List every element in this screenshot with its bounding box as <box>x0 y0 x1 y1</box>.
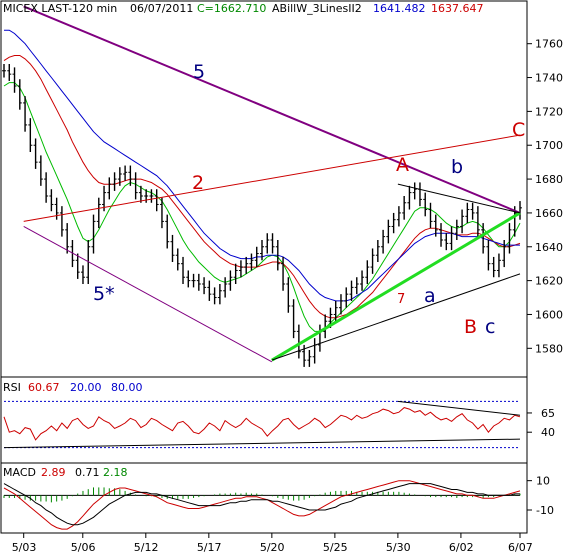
label-2: 2 <box>192 172 204 194</box>
macd-axis: 10 -10 <box>527 475 554 517</box>
header-date: 06/07/2011 <box>130 2 193 15</box>
rsi-resistance-trendline <box>397 400 521 416</box>
price-bars <box>2 64 522 367</box>
macd-line <box>3 480 521 530</box>
label-7: 7 <box>397 292 405 307</box>
label-C: C <box>512 119 525 141</box>
x-tick-label: 5/12 <box>134 541 159 554</box>
price-tick-label: 1680 <box>535 173 563 186</box>
rsi-value: 60.67 <box>28 381 60 394</box>
x-tick-label: 6/02 <box>449 541 474 554</box>
label-b: b <box>451 156 463 178</box>
x-tick-label: 5/06 <box>71 541 96 554</box>
price-tick-label: 1640 <box>535 241 563 254</box>
line-5 <box>23 5 521 214</box>
macd-tick-label: 10 <box>536 475 550 488</box>
header-symbol: MICEX LAST-120 min <box>3 2 117 15</box>
macd-label: MACD <box>3 466 36 479</box>
rsi-support-trendline <box>3 438 521 449</box>
line-2 <box>23 134 521 222</box>
label-B: B <box>464 316 477 338</box>
ma-green-line <box>3 82 521 332</box>
x-tick-label: 5/20 <box>260 541 285 554</box>
price-tick-label: 1660 <box>535 207 563 220</box>
price-tick-label: 1600 <box>535 308 563 321</box>
price-tick-label: 1720 <box>535 105 563 118</box>
rsi-line <box>3 407 521 441</box>
header-line1: 1641.482 <box>373 2 426 15</box>
x-tick-label: 5/17 <box>197 541 222 554</box>
line-black-lower <box>271 273 521 361</box>
rsi-label: RSI <box>3 381 21 394</box>
rsi-plot <box>3 400 521 449</box>
line-5-star <box>23 226 273 363</box>
x-tick-label: 5/30 <box>386 541 411 554</box>
rsi-high: 80.00 <box>111 381 143 394</box>
label-5-star: 5* <box>93 283 115 305</box>
label-a: a <box>424 285 436 307</box>
header-close: C=1662.710 <box>197 2 266 15</box>
rsi-tick-label: 65 <box>541 407 555 420</box>
macd-plot <box>3 480 521 530</box>
trendlines <box>23 5 521 363</box>
macd-signal-line <box>3 483 520 526</box>
price-axis: 1580 1600 1620 1640 1660 1680 1700 1720 1740 1760 <box>527 38 563 355</box>
price-tick-label: 1740 <box>535 72 563 85</box>
macd-v2: 0.71 <box>75 466 100 479</box>
price-tick-label: 1620 <box>535 275 563 288</box>
macd-v3: 2.18 <box>103 466 128 479</box>
ma-red-line <box>3 55 521 319</box>
rsi-tick-label: 40 <box>541 426 555 439</box>
line-black-upper <box>397 183 521 214</box>
x-tick-label: 5/03 <box>12 541 37 554</box>
macd-tick-label: -10 <box>536 504 554 517</box>
macd-v1: 2.89 <box>41 466 66 479</box>
price-panel-frame <box>0 0 528 378</box>
price-tick-label: 1700 <box>535 139 563 152</box>
label-5-top: 5 <box>193 61 205 83</box>
macd-panel-frame <box>0 462 528 534</box>
price-tick-label: 1580 <box>535 342 563 355</box>
line-green <box>271 211 521 362</box>
x-tick-label: 6/07 <box>508 541 533 554</box>
rsi-low: 20.00 <box>70 381 102 394</box>
x-axis: 5/03 5/06 5/12 5/17 5/20 5/25 5/30 6/02 6/07 <box>12 533 533 554</box>
x-tick-label: 5/25 <box>323 541 348 554</box>
price-tick-label: 1760 <box>535 38 563 51</box>
label-c: c <box>485 316 495 338</box>
header-indicator: ABillW_3LinesII2 <box>272 2 362 15</box>
header-line2: 1637.647 <box>431 2 484 15</box>
label-A: A <box>396 154 409 176</box>
